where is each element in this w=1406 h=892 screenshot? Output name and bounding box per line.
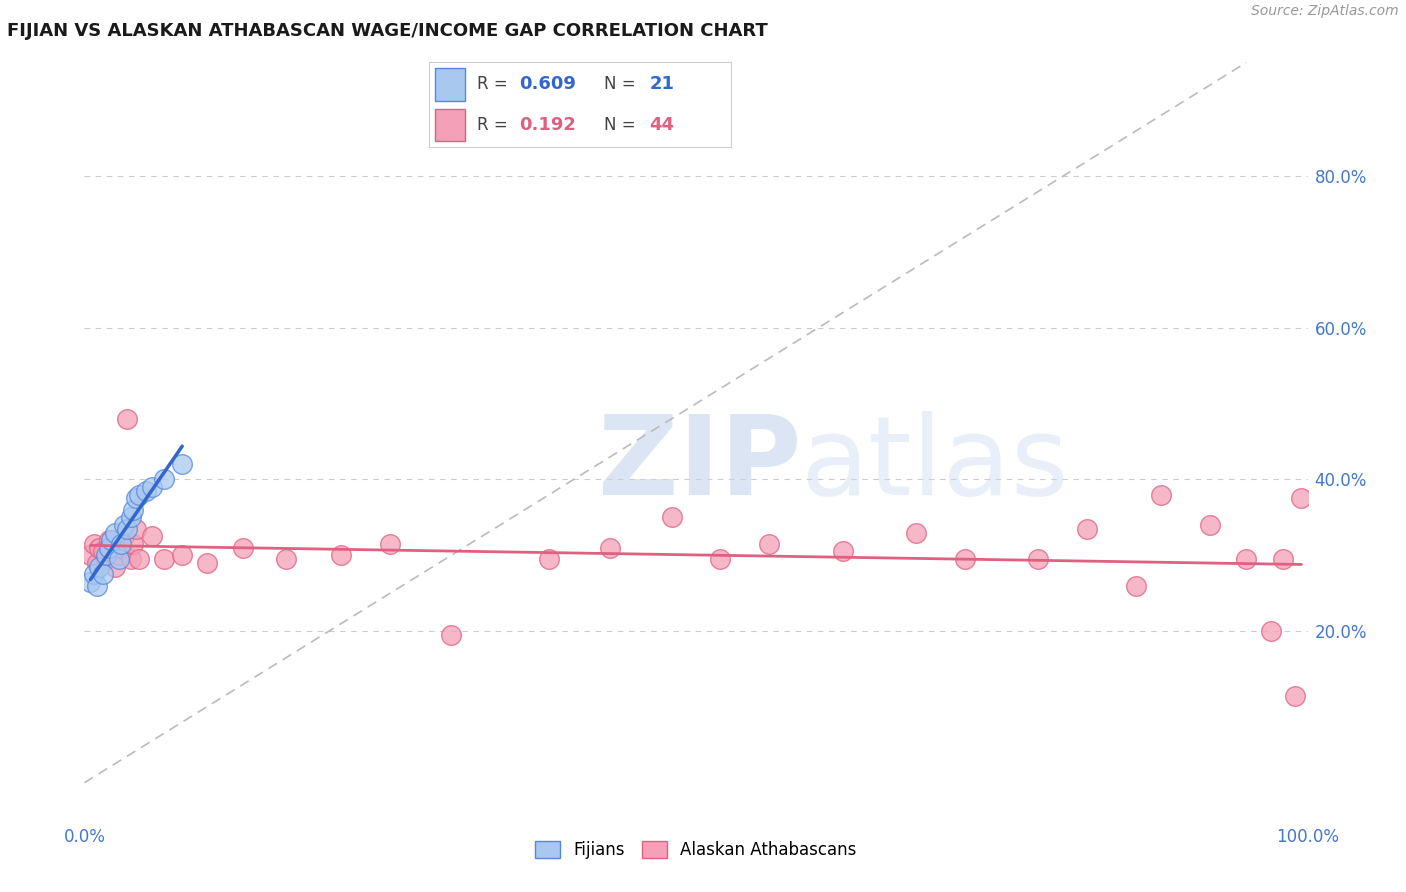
Point <box>122 537 145 551</box>
Point <box>661 510 683 524</box>
Point <box>79 574 101 589</box>
Point <box>87 541 110 555</box>
Point <box>905 525 928 540</box>
Point <box>122 503 145 517</box>
Point <box>380 537 402 551</box>
Point <box>115 522 138 536</box>
Point <box>83 567 105 582</box>
Point <box>128 487 150 501</box>
Point <box>97 541 120 555</box>
Point <box>1028 552 1050 566</box>
Point <box>112 529 135 543</box>
Point <box>110 541 132 555</box>
Bar <box>434 109 465 141</box>
Point <box>104 559 127 574</box>
Text: R =: R = <box>477 76 508 94</box>
Point <box>125 522 148 536</box>
Point <box>100 544 122 558</box>
Point <box>91 567 114 582</box>
Point <box>104 525 127 540</box>
Point <box>953 552 976 566</box>
Point <box>115 412 138 426</box>
Text: R =: R = <box>477 116 508 134</box>
Point <box>120 510 142 524</box>
Point <box>1198 517 1220 532</box>
Point <box>709 552 731 566</box>
Point <box>141 529 163 543</box>
Point <box>86 579 108 593</box>
Point <box>125 491 148 506</box>
Point <box>141 480 163 494</box>
Text: N =: N = <box>605 116 636 134</box>
Point <box>1272 552 1295 566</box>
Text: 0.192: 0.192 <box>520 116 576 134</box>
Point <box>758 537 780 551</box>
Text: atlas: atlas <box>800 411 1069 517</box>
Text: 44: 44 <box>650 116 675 134</box>
Text: N =: N = <box>605 76 636 94</box>
Point <box>172 457 194 471</box>
Point <box>120 552 142 566</box>
Point <box>1260 624 1282 639</box>
Point <box>107 548 129 563</box>
Point <box>100 533 122 547</box>
Text: ZIP: ZIP <box>598 411 801 517</box>
Point <box>96 548 118 563</box>
Point <box>276 552 298 566</box>
Bar <box>434 69 465 101</box>
Text: 21: 21 <box>650 76 675 94</box>
Point <box>128 552 150 566</box>
Point <box>1236 552 1258 566</box>
Point <box>599 541 621 555</box>
Point <box>107 552 129 566</box>
Text: FIJIAN VS ALASKAN ATHABASCAN WAGE/INCOME GAP CORRELATION CHART: FIJIAN VS ALASKAN ATHABASCAN WAGE/INCOME… <box>7 22 768 40</box>
Point <box>79 548 101 563</box>
Point <box>112 517 135 532</box>
Point <box>330 548 353 563</box>
Point <box>1125 579 1147 593</box>
Legend: Fijians, Alaskan Athabascans: Fijians, Alaskan Athabascans <box>529 834 863 865</box>
Point <box>538 552 561 566</box>
Point <box>135 483 157 498</box>
Point <box>1291 491 1313 506</box>
Text: Source: ZipAtlas.com: Source: ZipAtlas.com <box>1251 4 1399 19</box>
Point <box>87 559 110 574</box>
Point <box>1076 522 1098 536</box>
Point <box>172 548 194 563</box>
Point <box>153 552 176 566</box>
Point <box>110 537 132 551</box>
Point <box>440 628 463 642</box>
Point <box>91 544 114 558</box>
Text: 0.609: 0.609 <box>520 76 576 94</box>
Point <box>1284 689 1306 703</box>
Point <box>195 556 218 570</box>
Point <box>1150 487 1173 501</box>
Point <box>83 537 105 551</box>
Point <box>96 552 118 566</box>
Point <box>86 556 108 570</box>
Point <box>153 473 176 487</box>
Point <box>831 544 853 558</box>
Point <box>97 533 120 547</box>
Point <box>232 541 254 555</box>
